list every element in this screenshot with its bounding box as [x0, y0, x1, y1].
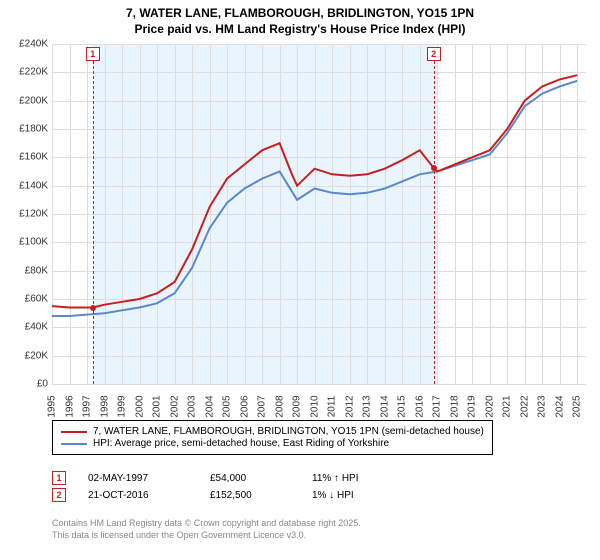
transaction-hpi: 11% ↑ HPI: [312, 473, 392, 484]
transaction-date: 02-MAY-1997: [88, 473, 188, 484]
x-axis-label: 1997: [82, 395, 93, 417]
y-axis-label: £0: [4, 379, 48, 390]
x-axis-label: 1998: [99, 395, 110, 417]
legend-row: HPI: Average price, semi-detached house,…: [61, 438, 484, 449]
title-line-2: Price paid vs. HM Land Registry's House …: [0, 22, 600, 38]
x-axis-label: 2021: [502, 395, 513, 417]
x-axis-label: 2000: [134, 395, 145, 417]
x-axis-label: 1999: [117, 395, 128, 417]
x-axis-label: 2012: [344, 395, 355, 417]
x-axis-label: 2003: [187, 395, 198, 417]
y-axis-label: £100K: [4, 237, 48, 248]
x-axis-label: 2008: [274, 395, 285, 417]
x-axis-label: 2024: [554, 395, 565, 417]
gridline-h: [52, 384, 586, 385]
y-axis-label: £160K: [4, 152, 48, 163]
transaction-price: £152,500: [210, 490, 290, 501]
series-price_paid: [52, 75, 577, 307]
legend-row: 7, WATER LANE, FLAMBOROUGH, BRIDLINGTON,…: [61, 426, 484, 437]
x-axis-label: 2023: [537, 395, 548, 417]
y-axis-label: £120K: [4, 209, 48, 220]
marker-line-1: [93, 61, 94, 384]
x-axis-label: 2019: [467, 395, 478, 417]
x-axis-label: 2004: [204, 395, 215, 417]
y-axis-label: £240K: [4, 39, 48, 50]
y-axis-label: £40K: [4, 322, 48, 333]
transaction-hpi: 1% ↓ HPI: [312, 490, 392, 501]
x-axis-label: 2011: [327, 396, 338, 418]
x-axis-label: 2018: [449, 395, 460, 417]
x-axis-label: 1995: [47, 395, 58, 417]
x-axis-label: 2001: [152, 395, 163, 417]
x-axis-label: 2017: [432, 395, 443, 417]
y-axis-label: £180K: [4, 124, 48, 135]
y-axis-label: £60K: [4, 294, 48, 305]
marker-dot-2: [431, 165, 437, 171]
y-axis-label: £200K: [4, 95, 48, 106]
x-axis-label: 2010: [309, 395, 320, 417]
x-axis-label: 2002: [169, 395, 180, 417]
marker-box-2: 2: [427, 47, 441, 61]
legend-swatch: [61, 443, 87, 445]
license-text: Contains HM Land Registry data © Crown c…: [52, 518, 361, 541]
chart-plot-area: £0£20K£40K£60K£80K£100K£120K£140K£160K£1…: [52, 44, 586, 384]
x-axis-label: 2005: [222, 395, 233, 417]
x-axis-label: 2020: [484, 395, 495, 417]
x-axis-label: 1996: [64, 395, 75, 417]
transaction-marker: 2: [52, 488, 66, 502]
marker-dot-1: [90, 305, 96, 311]
license-line-1: Contains HM Land Registry data © Crown c…: [52, 518, 361, 530]
x-axis-label: 2013: [362, 395, 373, 417]
y-axis-label: £140K: [4, 180, 48, 191]
x-axis-label: 2009: [292, 395, 303, 417]
series-svg: [52, 44, 586, 384]
x-axis-label: 2014: [379, 395, 390, 417]
x-axis-label: 2007: [257, 395, 268, 417]
transaction-marker: 1: [52, 471, 66, 485]
legend-label: HPI: Average price, semi-detached house,…: [93, 438, 389, 449]
y-axis-label: £20K: [4, 350, 48, 361]
transaction-row: 1 02-MAY-1997 £54,000 11% ↑ HPI: [52, 471, 392, 485]
x-axis-label: 2006: [239, 395, 250, 417]
legend-box: 7, WATER LANE, FLAMBOROUGH, BRIDLINGTON,…: [52, 420, 493, 455]
y-axis-label: £80K: [4, 265, 48, 276]
x-axis-label: 2016: [414, 395, 425, 417]
x-axis-label: 2025: [572, 395, 583, 417]
legend-swatch: [61, 431, 87, 433]
x-axis-label: 2015: [397, 395, 408, 417]
chart-title: 7, WATER LANE, FLAMBOROUGH, BRIDLINGTON,…: [0, 0, 600, 39]
y-axis-label: £220K: [4, 67, 48, 78]
license-line-2: This data is licensed under the Open Gov…: [52, 530, 361, 542]
marker-line-2: [434, 61, 435, 384]
marker-box-1: 1: [86, 47, 100, 61]
transaction-price: £54,000: [210, 473, 290, 484]
series-hpi: [52, 81, 577, 316]
x-axis-label: 2022: [519, 395, 530, 417]
transaction-date: 21-OCT-2016: [88, 490, 188, 501]
title-line-1: 7, WATER LANE, FLAMBOROUGH, BRIDLINGTON,…: [0, 6, 600, 22]
transaction-list: 1 02-MAY-1997 £54,000 11% ↑ HPI 2 21-OCT-2016…: [52, 468, 392, 505]
transaction-row: 2 21-OCT-2016 £152,500 1% ↓ HPI: [52, 488, 392, 502]
legend-label: 7, WATER LANE, FLAMBOROUGH, BRIDLINGTON,…: [93, 426, 484, 437]
